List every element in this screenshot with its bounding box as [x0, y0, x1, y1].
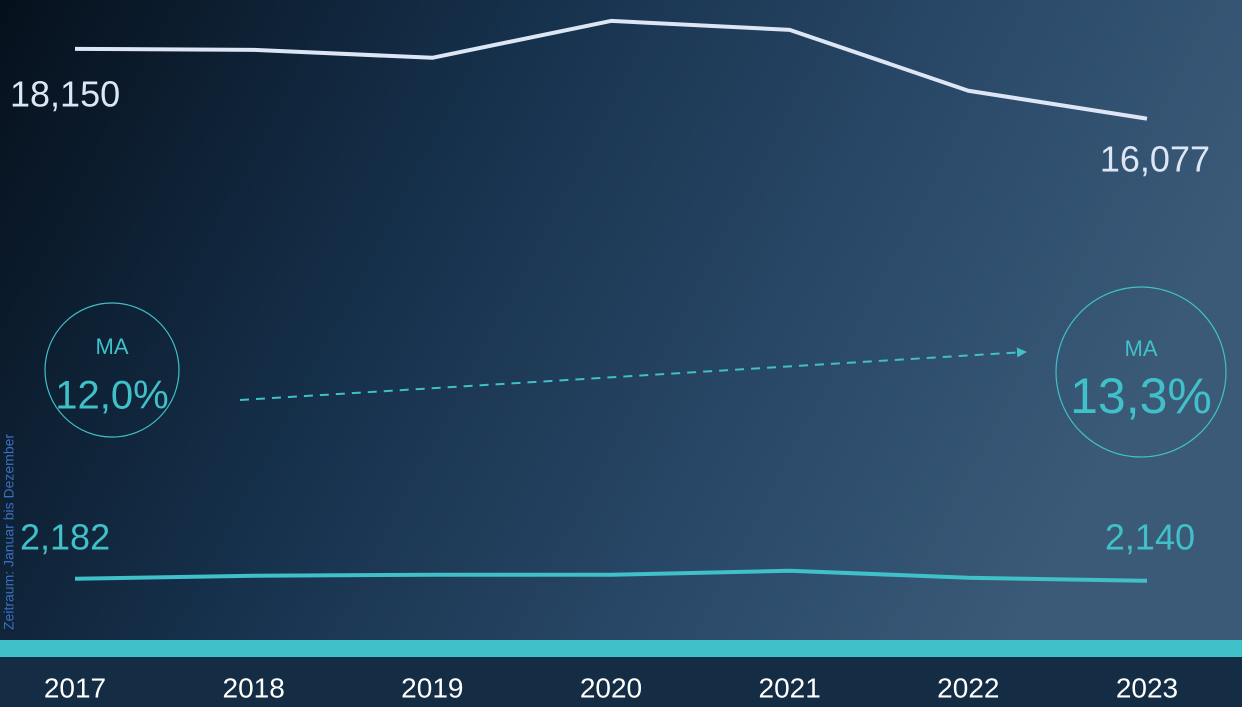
ma-value: 13,3% — [1070, 368, 1212, 424]
ma-label: MA — [1125, 336, 1158, 361]
ma-value: 12,0% — [55, 374, 168, 418]
x-tick-label: 2021 — [759, 672, 821, 703]
value-label: 18,150 — [10, 74, 120, 115]
series-line — [74, 18, 1148, 121]
ma-label: MA — [96, 334, 129, 359]
x-tick-label: 2018 — [223, 672, 285, 703]
footer-band — [0, 657, 1242, 707]
series-line — [74, 568, 1148, 583]
value-label: 2,140 — [1105, 517, 1195, 558]
value-label: 16,077 — [1100, 139, 1210, 180]
x-tick-label: 2023 — [1116, 672, 1178, 703]
teal-band — [0, 640, 1242, 657]
value-label: 2,182 — [20, 517, 110, 558]
trend-arrow — [239, 347, 1027, 401]
x-tick-label: 2020 — [580, 672, 642, 703]
x-tick-label: 2022 — [937, 672, 999, 703]
ma-circle — [1055, 286, 1227, 458]
x-tick-label: 2017 — [44, 672, 106, 703]
side-note: Zeitraum: Januar bis Dezember — [1, 434, 17, 630]
x-tick-label: 2019 — [401, 672, 463, 703]
ma-circle — [44, 302, 180, 438]
